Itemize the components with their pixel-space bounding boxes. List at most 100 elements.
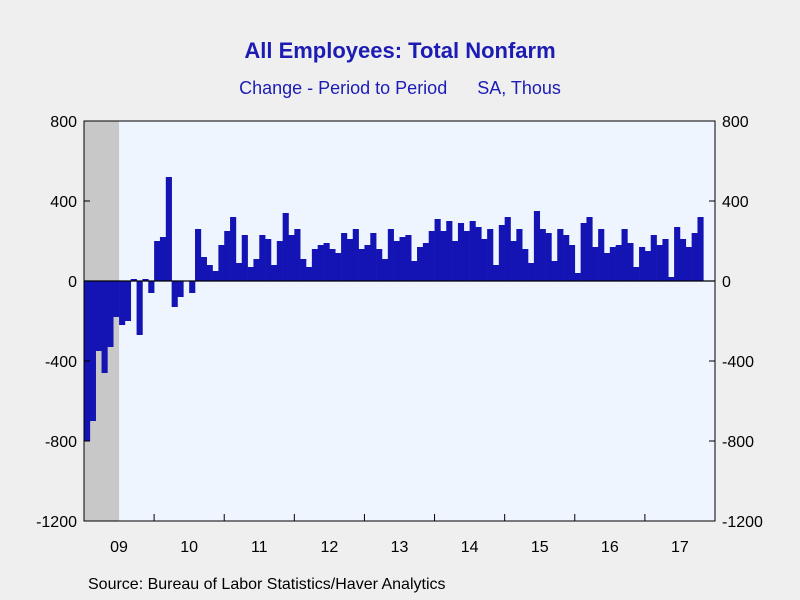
bar (557, 229, 564, 281)
bar (218, 245, 225, 281)
bar (195, 229, 202, 281)
chart-subtitle: Change - Period to Period SA, Thous (0, 78, 800, 99)
x-tick-label: 13 (391, 539, 409, 556)
bar (487, 229, 494, 281)
bar (463, 231, 470, 281)
bar (650, 235, 657, 281)
bar (270, 265, 278, 281)
bar (457, 223, 465, 281)
bar (533, 211, 541, 281)
bar (668, 277, 675, 281)
bar (405, 235, 412, 281)
bar (177, 281, 184, 297)
bar (159, 237, 167, 281)
bar (364, 245, 371, 281)
bar (130, 279, 137, 281)
bar (469, 221, 476, 281)
source-note: Source: Bureau of Labor Statistics/Haver… (88, 576, 446, 593)
bar (568, 245, 576, 281)
bar (644, 251, 652, 281)
bar (341, 233, 348, 281)
bar (387, 229, 394, 281)
bar (89, 281, 96, 421)
y-tick-label-right: -400 (722, 354, 754, 371)
bar (148, 281, 155, 293)
chart-title: All Employees: Total Nonfarm (244, 38, 556, 63)
bar (95, 281, 102, 351)
bar (697, 217, 704, 281)
bar (212, 271, 219, 281)
bar (691, 233, 698, 281)
bar (434, 219, 441, 281)
bar (317, 245, 324, 281)
bar (101, 281, 108, 373)
bar (633, 267, 640, 281)
bar (113, 281, 120, 317)
bar (545, 233, 552, 281)
x-tick-label: 10 (180, 539, 198, 556)
bar (522, 249, 529, 281)
bar (674, 227, 681, 281)
bar (276, 241, 283, 281)
x-tick-label: 15 (531, 539, 549, 556)
plot-area (84, 121, 715, 521)
bar (370, 233, 377, 281)
plot-border (83, 120, 716, 522)
bar (124, 281, 132, 321)
bar (294, 229, 301, 281)
y-tick-label-left: 0 (68, 274, 77, 291)
bar (481, 239, 488, 281)
y-tick-label-left: -400 (45, 354, 77, 371)
bar (346, 239, 354, 281)
y-tick-label-left: -1200 (36, 514, 77, 531)
subtitle-change: Change - Period to Period (239, 78, 448, 98)
bar (253, 259, 260, 281)
bar (492, 265, 500, 281)
bar (329, 249, 336, 281)
bar (446, 221, 453, 281)
bar (411, 261, 418, 281)
x-tick-label: 17 (671, 539, 689, 556)
y-tick-label-right: 0 (722, 274, 731, 291)
bar (475, 227, 482, 281)
bar (154, 241, 161, 281)
bar (358, 249, 365, 281)
bar (580, 223, 587, 281)
bar (288, 235, 295, 281)
bar (376, 249, 383, 281)
bar (603, 253, 611, 281)
y-tick-label-left: -800 (45, 434, 77, 451)
bar (247, 267, 254, 281)
bar (200, 257, 207, 281)
bar (393, 241, 400, 281)
bar (528, 263, 535, 281)
bar (598, 229, 605, 281)
y-tick-label-right: 800 (722, 114, 749, 131)
y-tick-label-right: -1200 (722, 514, 763, 531)
y-tick-label-right: 400 (722, 194, 749, 211)
y-tick-label-right: -800 (722, 434, 754, 451)
bar (282, 213, 289, 281)
bar (609, 247, 616, 281)
bar (323, 243, 330, 281)
subtitle-units: SA, Thous (477, 78, 561, 98)
bar (206, 265, 213, 281)
bar (656, 245, 663, 281)
bar (510, 241, 517, 281)
bar (417, 247, 424, 281)
bar (621, 229, 628, 281)
bar (627, 243, 634, 281)
bar (428, 231, 435, 281)
bar (498, 225, 505, 281)
bar (142, 279, 149, 281)
bar (107, 281, 114, 347)
bar (259, 235, 266, 281)
bar (189, 281, 196, 293)
bar (235, 263, 243, 281)
bar (592, 247, 599, 281)
x-tick-label: 16 (601, 539, 619, 556)
bar (679, 239, 687, 281)
bar (300, 259, 307, 281)
bar (685, 247, 692, 281)
